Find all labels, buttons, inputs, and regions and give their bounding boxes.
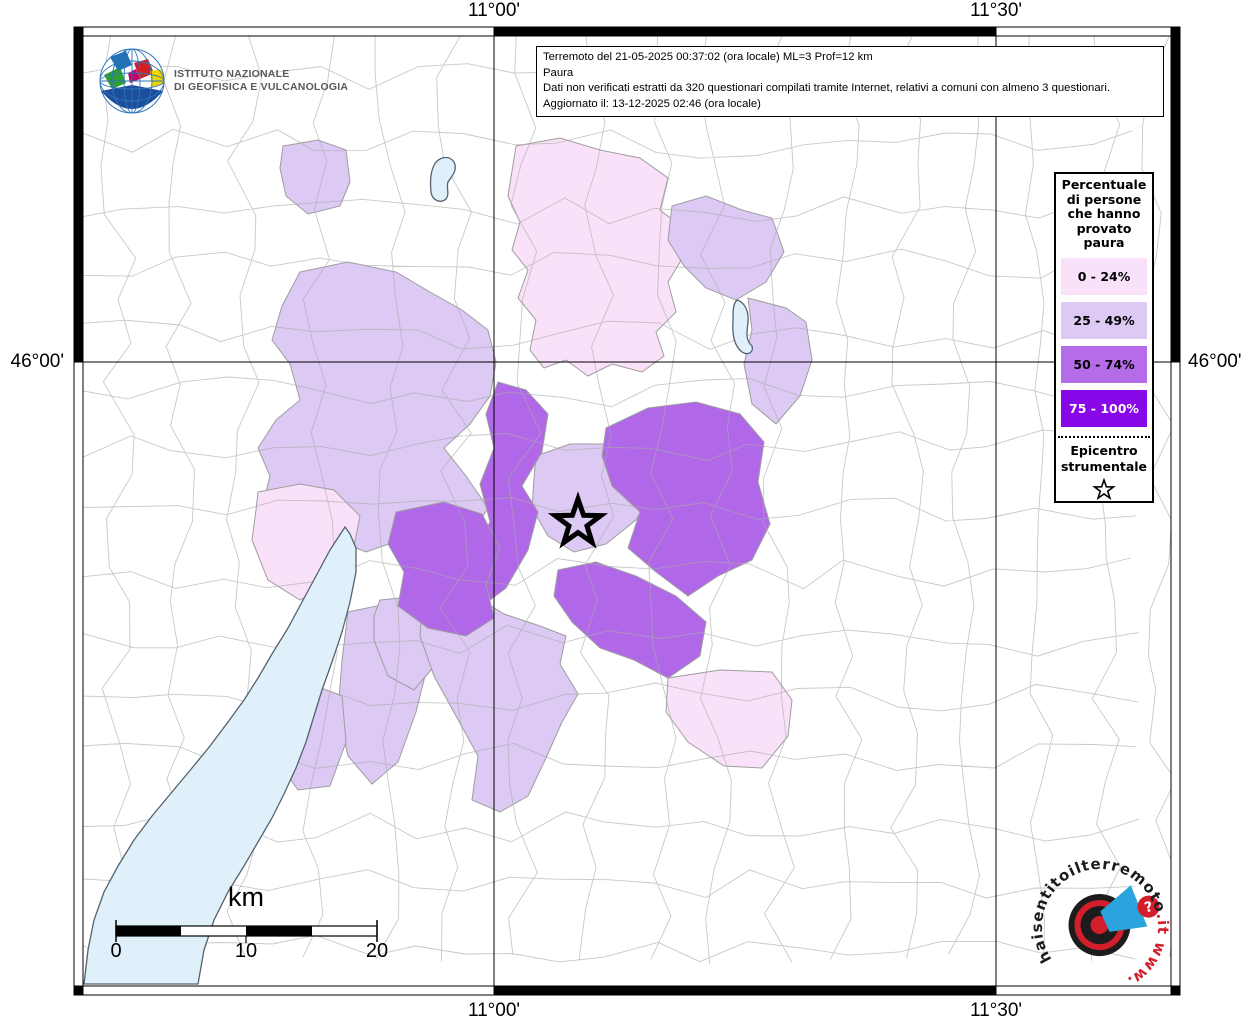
legend-divider <box>1058 435 1150 438</box>
graticule-lines <box>83 36 1171 986</box>
ingv-name-line2: DI GEOFISICA E VULCANOLOGIA <box>174 81 349 93</box>
legend-title: Percentuale di persone che hanno provato… <box>1061 177 1147 250</box>
legend-swatch-50-74: 50 - 74% <box>1061 345 1147 383</box>
lat-label-left: 46°00' <box>10 351 65 372</box>
map-frame <box>73 26 1181 996</box>
lake-garda <box>83 525 357 985</box>
lat-label-right: 46°00' <box>1188 351 1242 372</box>
logo-question-badge <box>1137 895 1160 918</box>
scale-bar <box>115 920 378 943</box>
ingv-globe-icon <box>99 48 165 114</box>
event-updated: Aggiornato il: 13-12-2025 02:46 (ora loc… <box>543 97 761 110</box>
lon-label-top-left: 11°00' <box>467 0 521 21</box>
event-info-box: Terremoto del 21-05-2025 00:37:02 (ora l… <box>536 46 1164 117</box>
legend-epicenter-label-line2: strumentale <box>1060 458 1148 474</box>
legend-swatch-0-24: 0 - 24% <box>1061 257 1147 295</box>
legend-star-icon <box>1092 477 1116 500</box>
lon-label-bottom-left: 11°00' <box>467 1000 521 1021</box>
lakes <box>83 156 754 985</box>
legend-epicenter-label-line1: Epicentro <box>1070 442 1138 458</box>
epicenter-star-icon <box>547 491 609 549</box>
scale-tick-10: 10 <box>234 940 258 962</box>
logo-megaphone-icon <box>1100 885 1148 932</box>
scale-unit-label: km <box>228 882 264 912</box>
event-title: Terremoto del 21-05-2025 00:37:02 (ora l… <box>543 51 873 63</box>
legend-box: Percentuale di persone che hanno provato… <box>1054 172 1154 503</box>
logo-question-mark: ? <box>1143 899 1155 916</box>
lake-small-north <box>429 156 456 202</box>
lon-label-bottom-right: 11°30' <box>969 1000 1023 1021</box>
legend-swatch-25-49: 25 - 49% <box>1061 301 1147 339</box>
lake-small-east <box>732 299 754 355</box>
event-disclaimer: Dati non verificati estratti da 320 ques… <box>543 82 1111 94</box>
event-effect: Paura <box>543 66 574 79</box>
choropleth-regions <box>251 137 813 813</box>
ingv-logo: ISTITUTO NAZIONALE DI GEOFISICA E VULCAN… <box>98 47 348 115</box>
ingv-name-line1: ISTITUTO NAZIONALE <box>174 68 290 80</box>
lon-label-top-right: 11°30' <box>969 0 1023 21</box>
scale-tick-20: 20 <box>365 940 389 962</box>
scale-tick-0: 0 <box>110 940 122 962</box>
legend-swatch-75-100: 75 - 100% <box>1061 389 1147 427</box>
